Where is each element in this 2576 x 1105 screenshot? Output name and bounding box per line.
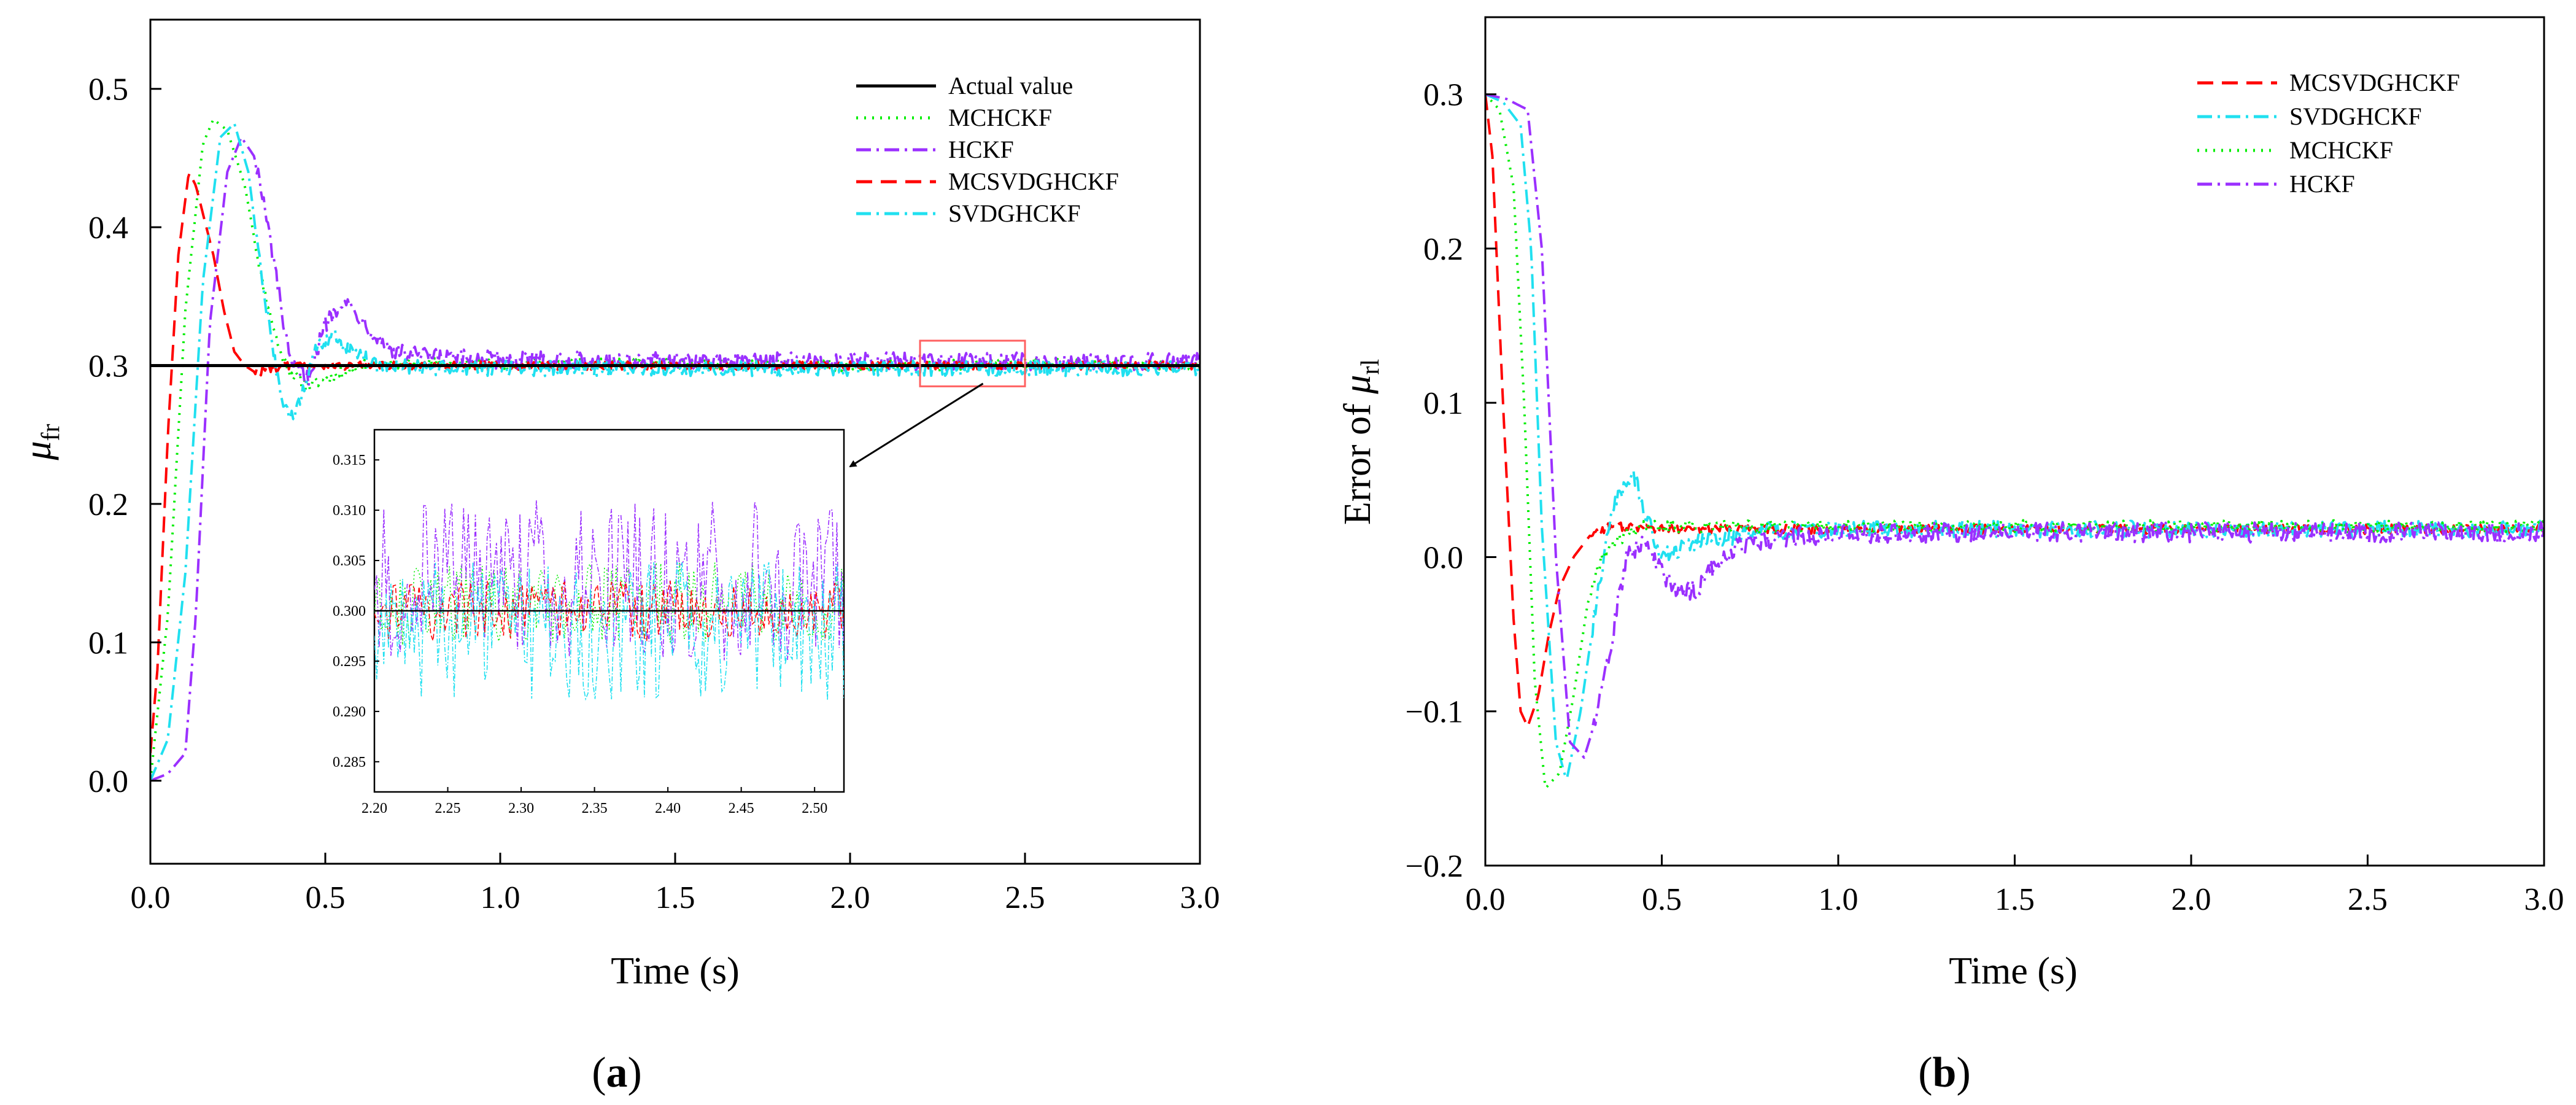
panel-b-y-axis-subscript: rl <box>1356 359 1385 375</box>
panel-a-inset-y-tick-label: 0.315 <box>333 452 366 468</box>
panel-a-inset-y-tick-label: 0.305 <box>333 553 366 569</box>
panel-b-legend-label-svdghckf: SVDGHCKF <box>2289 103 2422 130</box>
panel-a-inset-series-hckf <box>374 500 844 661</box>
panel-b-y-axis-symbol: μ <box>1337 375 1379 395</box>
panel-a-y-axis-subscript: fr <box>37 424 65 441</box>
panel-b-x-tick-label: 2.0 <box>2172 882 2211 917</box>
panel-a-legend-label-svdghckf: SVDGHCKF <box>948 200 1081 227</box>
panel-a-legend-label-actual: Actual value <box>948 72 1073 99</box>
panel-a-label: (a) <box>592 1049 642 1096</box>
panel-a-inset-x-tick-label: 2.50 <box>802 801 827 816</box>
panel-b-x-tick-label: 2.5 <box>2348 882 2388 917</box>
panel-b-y-tick-label: 0.1 <box>1423 386 1463 421</box>
panel-a-inset-ticks: 2.20 2.25 2.30 2.35 2.40 2.45 2.50 0.285 0.290 0.… <box>333 452 827 816</box>
panel-a-inset-series-mcsvdghckf <box>374 581 844 642</box>
panel-a-y-tick-label: 0.0 <box>88 764 128 799</box>
panel-a-zoom-box <box>919 339 1026 387</box>
panel-a-ticks: 0.0 0.5 1.0 1.5 2.0 2.5 3.0 0.0 0.1 0.2 0.3 0.4 0.5 <box>88 72 1220 915</box>
panel-a-x-tick-label: 0.0 <box>131 880 171 915</box>
panel-a-legend-label-mcsvdghckf: MCSVDGHCKF <box>948 168 1119 195</box>
panel-a-y-axis-title: μfr <box>17 424 65 460</box>
panel-a-legend: Actual value MCHCKF HCKF MCSVDGHCKF SVDGHCKF <box>856 72 1119 227</box>
panel-a-inset-y-tick-label: 0.310 <box>333 503 366 519</box>
panel-a-label-close: ) <box>628 1049 642 1096</box>
panel-a-inset-y-tick-label: 0.290 <box>333 704 366 720</box>
panel-b-y-tick-label: 0.3 <box>1423 78 1463 113</box>
panel-a-inset-series-group <box>374 500 844 701</box>
panel-b-x-tick-label: 0.5 <box>1642 882 1682 917</box>
panel-a-inset-x-tick-label: 2.40 <box>655 801 681 816</box>
panel-b-series-svdghckf <box>1485 93 2544 780</box>
panel-b-series-mcsvdghckf <box>1485 94 2544 728</box>
panel-a-chart: 0.0 0.5 1.0 1.5 2.0 2.5 3.00.00.10.20.30.40.5 … <box>17 18 1220 1096</box>
panel-b-label-close: ) <box>1956 1049 1970 1096</box>
panel-b-x-axis-title: Time (s) <box>1949 950 2078 992</box>
panel-a-y-tick-label: 0.3 <box>88 349 128 384</box>
panel-a-x-tick-label: 1.0 <box>481 880 520 915</box>
panel-a-inset-x-tick-label: 2.20 <box>362 801 387 816</box>
panel-a-inset-y-tick-label: 0.300 <box>333 603 366 619</box>
panel-a-inset-y-tick-label: 0.295 <box>333 654 366 670</box>
panel-a-x-tick-label: 2.0 <box>830 880 870 915</box>
panel-a-label-letter: a <box>606 1049 628 1096</box>
panel-b-legend-label-mcsvdghckf: MCSVDGHCKF <box>2289 69 2460 96</box>
panel-a-inset-x-tick-label: 2.25 <box>435 801 461 816</box>
panel-b-chart: 0.0 0.5 1.0 1.5 2.0 2.5 3.0 −0.2 −0.1 0.0 0.1 0.2 0.… <box>1337 16 2564 1096</box>
panel-b-label-letter: b <box>1933 1049 1957 1096</box>
panel-b-x-tick-label: 3.0 <box>2524 882 2564 917</box>
panel-a-inset-x-tick-label: 2.35 <box>582 801 608 816</box>
panel-a-y-axis-symbol: μ <box>17 441 59 460</box>
panel-a-inset-chart: 2.20 2.25 2.30 2.35 2.40 2.45 2.50 0.285 0.290 0.… <box>333 428 845 816</box>
panel-b-label: (b) <box>1918 1049 1971 1096</box>
panel-b-ticks: 0.0 0.5 1.0 1.5 2.0 2.5 3.0 −0.2 −0.1 0.0 0.1 0.2 0.… <box>1406 78 2564 917</box>
panel-a-legend-label-hckf: HCKF <box>948 136 1014 163</box>
panel-b-series-mchckf <box>1485 93 2544 789</box>
panel-b-series-group <box>1485 93 2544 789</box>
panel-b-x-tick-label: 1.5 <box>1995 882 2035 917</box>
panel-a-zoom-arrow <box>849 382 984 468</box>
panel-b-legend-label-hckf: HCKF <box>2289 170 2355 198</box>
panel-a-label-open: ( <box>592 1049 606 1096</box>
panel-b-x-tick-label: 1.0 <box>1819 882 1859 917</box>
panel-a-y-tick-label: 0.4 <box>88 211 128 246</box>
panel-b-legend: MCSVDGHCKF SVDGHCKF MCHCKF HCKF <box>2197 69 2460 198</box>
panel-a-y-tick-label: 0.5 <box>88 72 128 107</box>
panel-b-y-axis-prefix: Error of <box>1337 394 1379 525</box>
panel-b-y-axis-title: Error of μrl <box>1337 359 1385 525</box>
panel-b-y-tick-label: 0.2 <box>1423 232 1463 267</box>
panel-a-inset-x-tick-label: 2.45 <box>729 801 754 816</box>
panel-b-y-tick-label: −0.1 <box>1406 695 1463 730</box>
panel-b-label-open: ( <box>1918 1049 1932 1096</box>
panel-a-x-axis-title: Time (s) <box>611 950 740 992</box>
panel-a-x-tick-label: 1.5 <box>656 880 695 915</box>
panel-a-inset-y-tick-label: 0.285 <box>333 754 366 770</box>
panel-a-y-tick-label: 0.2 <box>88 487 128 522</box>
panel-a-x-tick-label: 2.5 <box>1005 880 1045 915</box>
panel-b-legend-label-mchckf: MCHCKF <box>2289 136 2393 164</box>
panel-a-x-tick-label: 0.5 <box>306 880 346 915</box>
panel-a-x-tick-label: 3.0 <box>1180 880 1220 915</box>
panel-b-x-tick-label: 0.0 <box>1466 882 1506 917</box>
panel-a-legend-label-mchckf: MCHCKF <box>948 104 1052 131</box>
panel-b-y-tick-label: −0.2 <box>1406 849 1463 884</box>
panel-b-series-hckf <box>1485 93 2544 759</box>
panel-a-y-tick-label: 0.1 <box>88 626 128 661</box>
panel-a-inset-x-tick-label: 2.30 <box>508 801 534 816</box>
panel-b-y-tick-label: 0.0 <box>1423 540 1463 575</box>
